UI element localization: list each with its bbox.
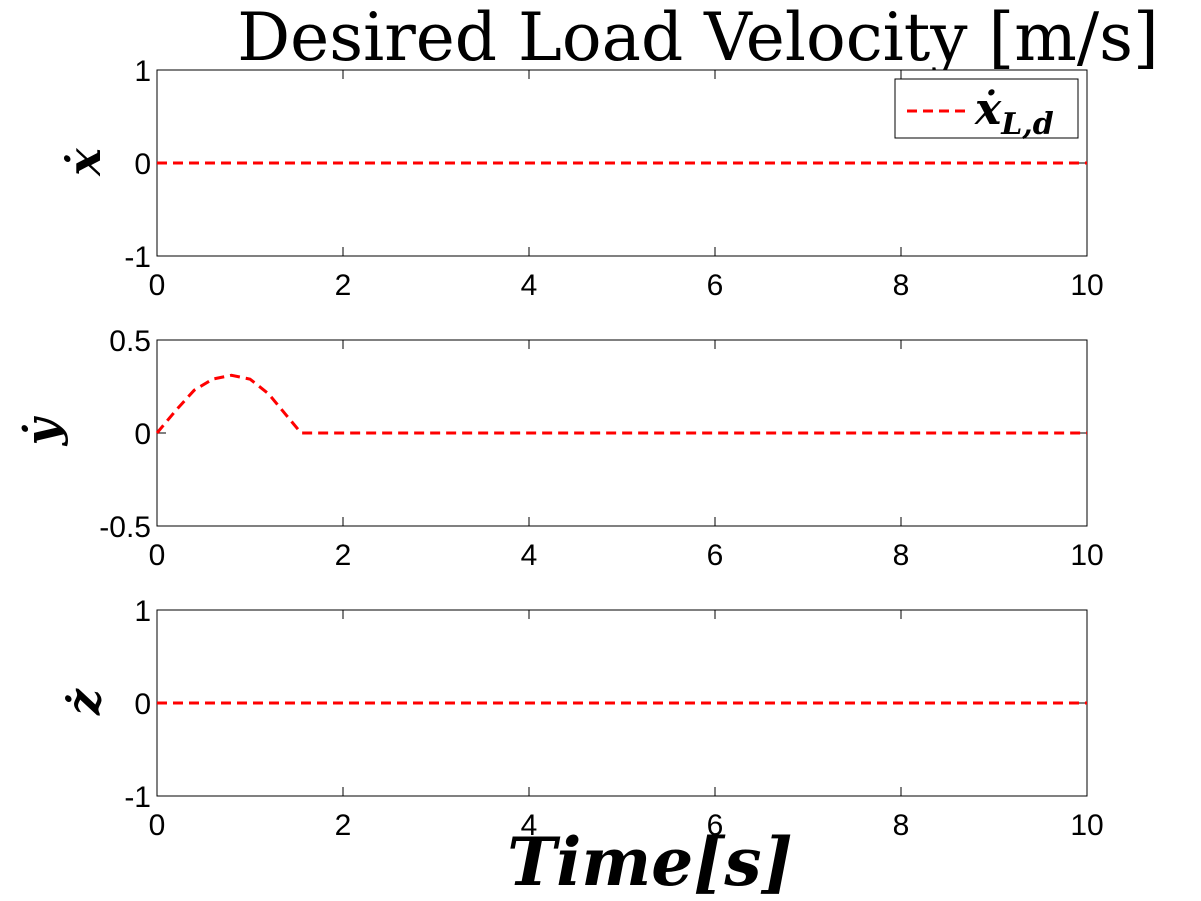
y-tick-label: 0 xyxy=(134,688,151,721)
x-tick-label: 6 xyxy=(707,269,724,302)
x-tick-label: 2 xyxy=(335,269,352,302)
x-tick-label: 2 xyxy=(335,539,352,572)
x-tick-label: 10 xyxy=(1070,809,1103,842)
x-tick-label: 8 xyxy=(893,269,910,302)
x-tick-label: 0 xyxy=(149,269,166,302)
x-tick-label: 0 xyxy=(149,809,166,842)
y-tick-label: -1 xyxy=(124,241,151,274)
x-axis-label: Time[s] xyxy=(507,823,793,901)
series-line xyxy=(155,373,1087,435)
x-tick-label: 4 xyxy=(521,809,538,842)
x-tick-label: 8 xyxy=(893,809,910,842)
y-tick-label: 1 xyxy=(134,55,151,88)
legend-box xyxy=(894,78,1079,139)
y-tick-label: 1 xyxy=(134,595,151,628)
x-tick-label: 6 xyxy=(707,539,724,572)
x-tick-label: 10 xyxy=(1070,269,1103,302)
legend: ẋL,d xyxy=(894,78,1079,142)
x-tick-label: 0 xyxy=(149,539,166,572)
subplot-y-velocity: 0 2 4 6 8 10-0.500.5ẏ xyxy=(15,325,1104,572)
y-axis-label: ẏ xyxy=(15,415,69,446)
x-tick-label: 4 xyxy=(521,539,538,572)
y-tick-label: 0.5 xyxy=(109,325,151,358)
chart-title: Desired Load Velocity [m/s] xyxy=(237,0,1159,76)
x-tick-label: 6 xyxy=(707,809,724,842)
y-tick-label: -1 xyxy=(124,781,151,814)
x-tick-label: 8 xyxy=(893,539,910,572)
y-axis-label: ẋ xyxy=(57,148,111,177)
x-tick-label: 10 xyxy=(1070,539,1103,572)
y-tick-label: 0 xyxy=(134,418,151,451)
legend-entry: ẋL,d xyxy=(974,84,1054,142)
y-tick-label: -0.5 xyxy=(99,511,151,544)
y-tick-label: 0 xyxy=(134,148,151,181)
x-tick-label: 2 xyxy=(335,809,352,842)
x-tick-label: 4 xyxy=(521,269,538,302)
y-axis-label: ż xyxy=(57,688,111,716)
